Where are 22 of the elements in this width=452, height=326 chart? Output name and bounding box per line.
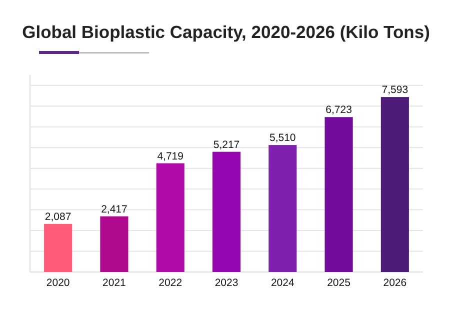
bar	[212, 152, 241, 272]
bar	[100, 216, 128, 272]
data-label: 5,510	[270, 132, 296, 144]
x-tick-label: 2022	[158, 277, 182, 289]
bar	[380, 97, 409, 272]
x-tick-label: 2026	[383, 277, 407, 289]
bar	[268, 145, 297, 272]
data-label: 2,417	[101, 203, 128, 216]
x-tick-label: 2023	[214, 277, 238, 289]
data-label: 4,719	[157, 150, 184, 162]
chart-title: Global Bioplastic Capacity, 2020-2026 (Kilo Tons)	[22, 22, 430, 42]
bar	[156, 163, 184, 272]
x-tick-label: 2025	[327, 277, 351, 289]
x-tick-label: 2020	[46, 277, 70, 289]
data-label: 6,723	[326, 104, 352, 116]
x-tick-label: 2021	[102, 277, 126, 289]
x-tick-label: 2024	[270, 277, 294, 289]
data-label: 5,217	[213, 138, 240, 151]
data-label: 2,087	[44, 210, 72, 223]
bar	[44, 224, 72, 272]
data-label: 7,593	[382, 84, 408, 96]
bar	[324, 117, 353, 272]
